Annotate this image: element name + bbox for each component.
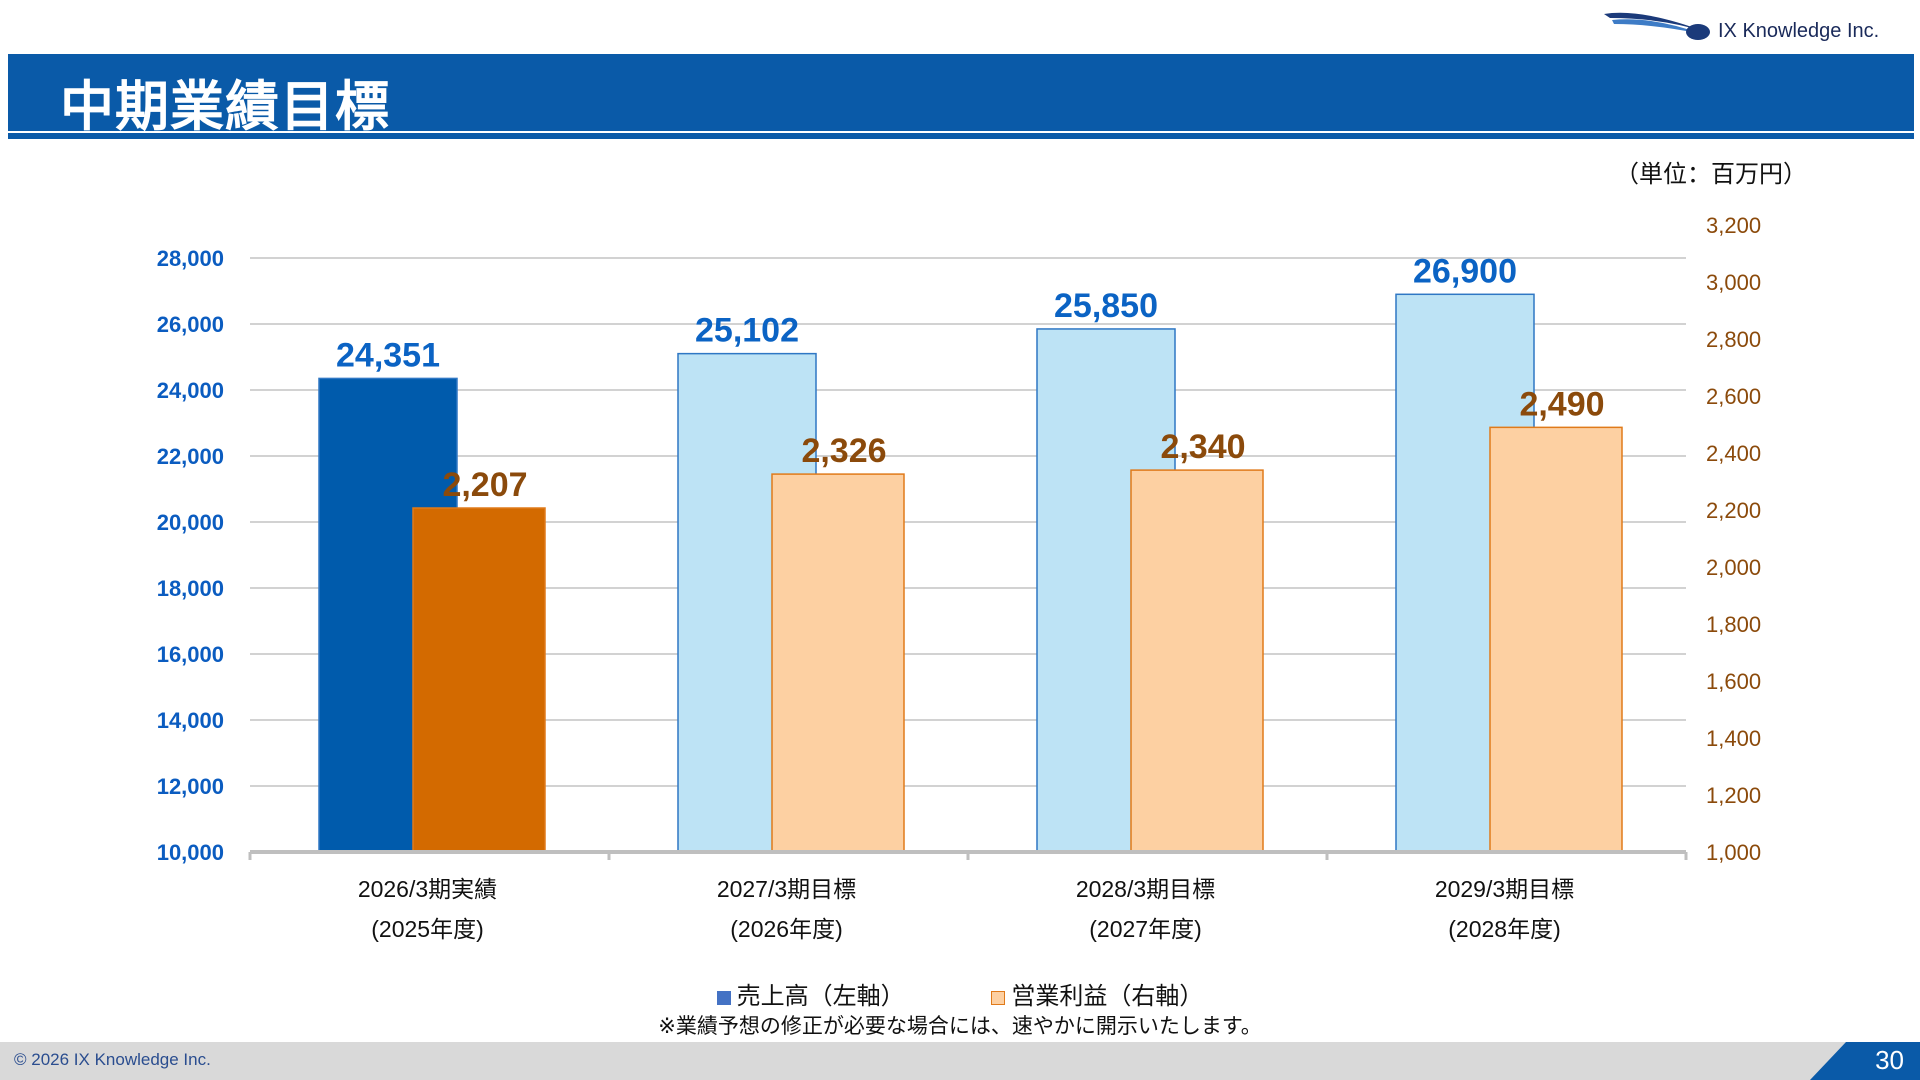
right-axis-tick-label: 1,600: [1706, 669, 1761, 694]
legend-item-sales: 売上高（左軸）: [716, 976, 905, 1011]
category-label: 2026/3期実績: [358, 876, 497, 902]
left-axis-tick-label: 22,000: [157, 444, 224, 469]
bar-profit: [1489, 426, 1623, 853]
page-number-tab: [1810, 1042, 1920, 1080]
left-axis-tick-label: 26,000: [157, 312, 224, 337]
category-sublabel: (2027年度): [1089, 916, 1201, 942]
right-axis-tick-label: 2,400: [1706, 441, 1761, 466]
category-sublabel: (2025年度): [371, 916, 483, 942]
footer-bar: [0, 1042, 1920, 1080]
page-title: 中期業績目標: [60, 77, 390, 137]
left-axis-tick-label: 12,000: [157, 774, 224, 799]
page-number: 30: [1875, 1045, 1904, 1075]
title-underline: [8, 131, 1914, 139]
legend: 売上高（左軸） 営業利益（右軸）: [0, 976, 1920, 1011]
unit-label: （単位：百万円）: [1615, 161, 1807, 188]
legend-label-sales: 売上高（左軸）: [736, 983, 905, 1010]
left-axis-tick-label: 24,000: [157, 378, 224, 403]
right-axis-tick-label: 1,200: [1706, 783, 1761, 808]
data-label-sales: 25,850: [1054, 287, 1158, 325]
labels: 24,351 2,207 2026/3期実績 (2025年度) 25,102 2,326 2…: [336, 252, 1605, 942]
data-label-sales: 25,102: [695, 312, 799, 350]
chart: 10,000 12,000 14,000 16,000 18,000 20,000 22,0…: [157, 213, 1761, 942]
left-axis-tick-label: 28,000: [157, 246, 224, 271]
data-label-profit: 2,490: [1519, 385, 1604, 423]
category-label: 2027/3期目標: [717, 876, 856, 902]
left-axis-tick-label: 16,000: [157, 642, 224, 667]
axes: 10,000 12,000 14,000 16,000 18,000 20,000 22,0…: [157, 213, 1761, 865]
title-bar: [8, 54, 1914, 131]
left-axis-tick-label: 18,000: [157, 576, 224, 601]
swoosh-icon: [1604, 12, 1710, 40]
category-label: 2028/3期目標: [1076, 876, 1215, 902]
logo-text: IX Knowledge Inc.: [1718, 20, 1880, 42]
right-axis-tick-label: 3,200: [1706, 213, 1761, 238]
data-label-profit: 2,207: [442, 466, 527, 504]
bars: [318, 293, 1623, 853]
right-axis-tick-label: 2,200: [1706, 498, 1761, 523]
bar-profit: [1130, 469, 1264, 853]
right-axis-tick-label: 1,400: [1706, 726, 1761, 751]
data-label-profit: 2,340: [1160, 428, 1245, 466]
data-label-profit: 2,326: [801, 432, 886, 470]
data-label-sales: 26,900: [1413, 252, 1517, 290]
right-axis-tick-label: 3,000: [1706, 270, 1761, 295]
bar-profit: [412, 507, 546, 853]
company-logo: IX Knowledge Inc.: [1602, 6, 1902, 46]
right-axis-tick-label: 2,800: [1706, 327, 1761, 352]
legend-swatch-sales: [716, 990, 731, 1005]
legend-label-profit: 営業利益（右軸）: [1011, 983, 1204, 1010]
data-label-sales: 24,351: [336, 336, 440, 374]
category-sublabel: (2028年度): [1448, 916, 1560, 942]
legend-item-profit: 営業利益（右軸）: [991, 976, 1203, 1011]
right-axis-tick-label: 1,000: [1706, 840, 1761, 865]
left-axis-tick-label: 14,000: [157, 708, 224, 733]
bar-profit: [771, 473, 905, 853]
category-label: 2029/3期目標: [1435, 876, 1574, 902]
right-axis-tick-label: 2,600: [1706, 384, 1761, 409]
left-axis-tick-label: 20,000: [157, 510, 224, 535]
right-axis-tick-label: 2,000: [1706, 555, 1761, 580]
right-axis-tick-label: 1,800: [1706, 612, 1761, 637]
copyright: © 2026 IX Knowledge Inc.: [14, 1050, 211, 1069]
legend-swatch-profit: [991, 990, 1006, 1005]
left-axis-tick-label: 10,000: [157, 840, 224, 865]
category-sublabel: (2026年度): [730, 916, 842, 942]
disclaimer-note: ※業績予想の修正が必要な場合には、速やかに開示いたします。: [658, 1015, 1262, 1038]
